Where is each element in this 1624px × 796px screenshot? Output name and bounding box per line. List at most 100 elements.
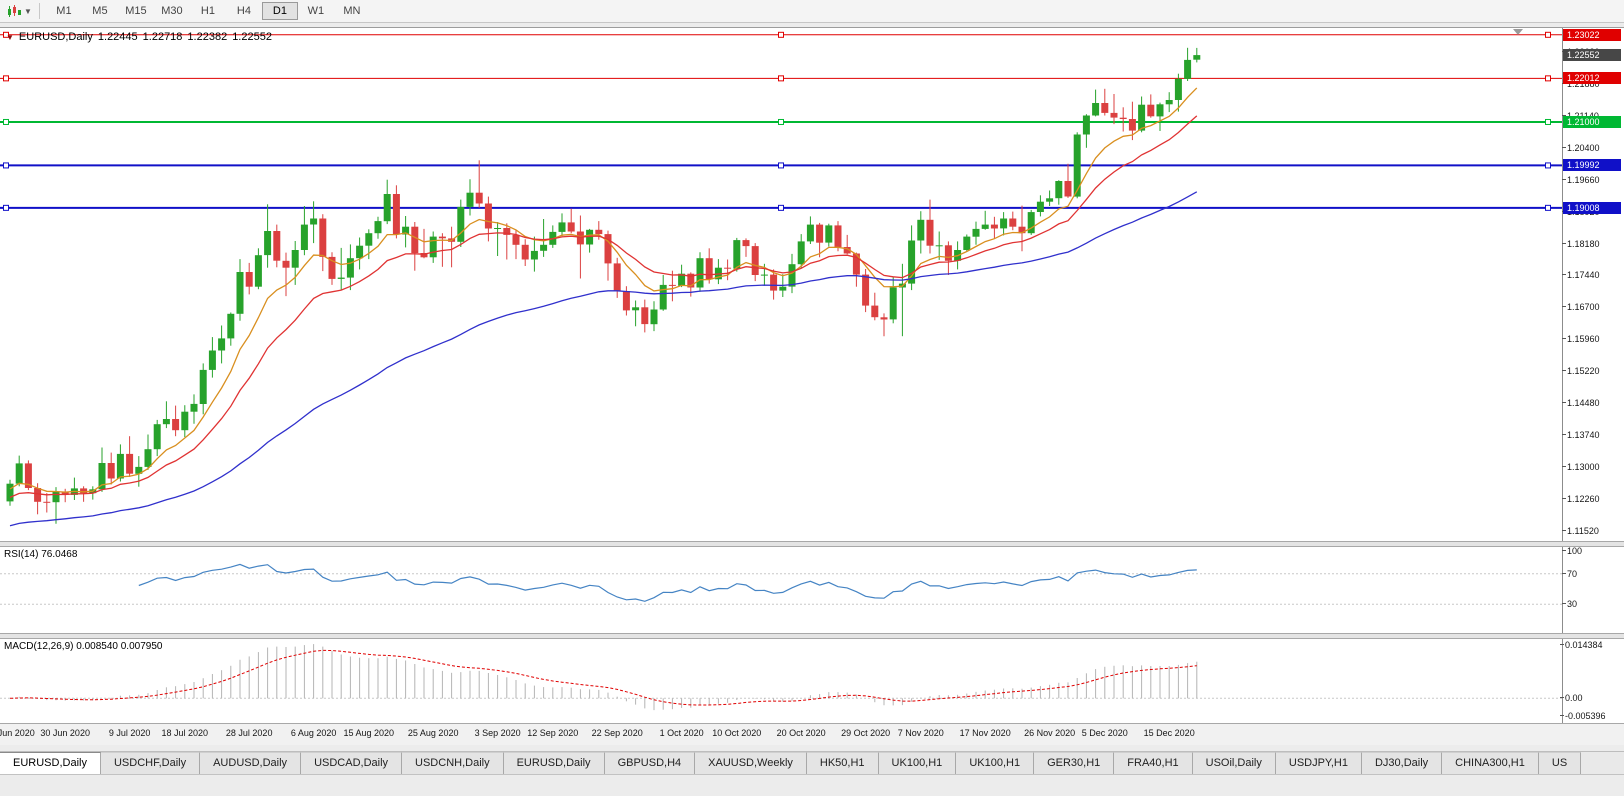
ma-mid-red bbox=[9, 115, 1198, 498]
chart-type-icon[interactable] bbox=[4, 2, 24, 20]
chart-symbol-label: EURUSD,Daily bbox=[18, 31, 93, 43]
rsi-label: RSI(14) 76.0468 bbox=[4, 549, 78, 560]
chart-tab[interactable]: EURUSD,Daily bbox=[0, 752, 101, 774]
chart-tab[interactable]: GER30,H1 bbox=[1034, 752, 1115, 774]
timeframe-button-d1[interactable]: D1 bbox=[261, 2, 298, 20]
hline-price-label: 1.22012 bbox=[1563, 72, 1621, 85]
line-handle[interactable] bbox=[1545, 31, 1551, 38]
date-tick: 7 Nov 2020 bbox=[897, 728, 944, 738]
chart-tab[interactable]: CHINA300,H1 bbox=[1442, 752, 1539, 774]
macd-panel: MACD(12,26,9) 0.008540 0.007950 0.014384… bbox=[0, 639, 1624, 723]
date-tick: 15 Dec 2020 bbox=[1143, 728, 1195, 738]
price-axis-tick: 1.13740 bbox=[1562, 429, 1600, 440]
chart-area: ▼ EURUSD,Daily 1.22445 1.22718 1.22382 1… bbox=[0, 27, 1624, 745]
price-axis-tick: 1.17440 bbox=[1562, 270, 1600, 281]
timeframe-button-m1[interactable]: M1 bbox=[56, 5, 72, 17]
rsi-chart-svg[interactable] bbox=[0, 547, 1562, 633]
date-axis[interactable]: 20 Jun 2020 30 Jun 2020 9 Jul 2020 18 Jul 2… bbox=[0, 723, 1624, 745]
timeframe-button-m30[interactable]: M30 bbox=[161, 5, 183, 17]
chart-tab[interactable]: UK100,H1 bbox=[956, 752, 1035, 774]
ohlc-close: 1.22552 bbox=[232, 31, 272, 43]
chart-tab[interactable]: XAUUSD,Weekly bbox=[695, 752, 807, 774]
chart-tab[interactable]: DJ30,Daily bbox=[1361, 752, 1443, 774]
macd-axis[interactable]: 0.014384 0.00 -0.005396 bbox=[1560, 639, 1624, 723]
panel-splitter[interactable] bbox=[0, 541, 1624, 547]
top-toolbar: ▼ M1 M5 M15 M30 H1 H4 D1 W1 MN bbox=[0, 0, 1624, 23]
timeframe-button-m15[interactable]: M15 bbox=[125, 5, 147, 17]
macd-chart-svg[interactable] bbox=[0, 639, 1562, 723]
resistance-line-lower[interactable] bbox=[0, 75, 1562, 82]
date-tick: 9 Jul 2020 bbox=[108, 728, 151, 738]
support-line-blue-2[interactable] bbox=[0, 204, 1562, 211]
macd-histogram bbox=[18, 644, 1198, 711]
timeframe-button-h4[interactable]: H4 bbox=[236, 5, 251, 17]
date-tick: 26 Nov 2020 bbox=[1024, 728, 1076, 738]
date-tick: 5 Dec 2020 bbox=[1081, 728, 1128, 738]
chart-tab[interactable]: US bbox=[1538, 752, 1582, 774]
date-tick: 30 Jun 2020 bbox=[40, 728, 90, 738]
chart-tab[interactable]: USDCHF,Daily bbox=[100, 752, 201, 774]
resistance-line-upper[interactable] bbox=[0, 31, 1562, 38]
line-handle[interactable] bbox=[3, 204, 9, 211]
line-handle[interactable] bbox=[1545, 162, 1551, 169]
chart-tab[interactable]: UK100,H1 bbox=[878, 752, 957, 774]
timeframe-button-mn[interactable]: MN bbox=[343, 5, 361, 17]
chart-tab[interactable]: USOil,Daily bbox=[1192, 752, 1276, 774]
chart-tab[interactable]: USDCAD,Daily bbox=[301, 752, 403, 774]
chart-tab-bar: EURUSD,Daily USDCHF,Daily AUDUSD,Daily USDC… bbox=[0, 752, 1624, 774]
date-tick: 15 Aug 2020 bbox=[343, 728, 395, 738]
rsi-axis-tick: 30 bbox=[1561, 599, 1578, 610]
line-handle[interactable] bbox=[778, 31, 784, 38]
timeframe-button-w1[interactable]: W1 bbox=[307, 5, 325, 17]
dropdown-caret-icon[interactable]: ▼ bbox=[24, 6, 32, 16]
current-price-label: 1.22552 bbox=[1563, 49, 1621, 62]
panel-splitter[interactable] bbox=[0, 633, 1624, 639]
timeframe-button-m5[interactable]: M5 bbox=[92, 5, 108, 17]
line-handle[interactable] bbox=[3, 162, 9, 169]
chart-tab[interactable]: HK50,H1 bbox=[806, 752, 879, 774]
line-handle[interactable] bbox=[778, 118, 784, 125]
line-handle[interactable] bbox=[3, 118, 9, 125]
line-handle[interactable] bbox=[3, 75, 9, 82]
price-axis-tick: 1.14480 bbox=[1562, 398, 1600, 409]
main-chart-svg[interactable] bbox=[0, 28, 1562, 541]
support-line-blue-1[interactable] bbox=[0, 162, 1562, 169]
line-handle[interactable] bbox=[778, 162, 784, 169]
support-line-green[interactable] bbox=[0, 118, 1562, 125]
line-handle[interactable] bbox=[778, 75, 784, 82]
line-handle[interactable] bbox=[3, 31, 9, 38]
date-tick: 6 Aug 2020 bbox=[290, 728, 337, 738]
date-tick: 10 Oct 2020 bbox=[712, 728, 762, 738]
chart-tab[interactable]: EURUSD,Daily bbox=[503, 752, 605, 774]
hline-price-label: 1.21000 bbox=[1563, 115, 1621, 128]
toolbar-separator bbox=[38, 3, 40, 19]
chart-tab-bar-wrap: EURUSD,Daily USDCHF,Daily AUDUSD,Daily USDC… bbox=[0, 751, 1624, 774]
price-axis-tick: 1.11520 bbox=[1562, 525, 1599, 536]
hline-price-label: 1.19008 bbox=[1563, 201, 1621, 214]
chart-tab[interactable]: USDJPY,H1 bbox=[1275, 752, 1362, 774]
line-handle[interactable] bbox=[1545, 118, 1551, 125]
line-handle[interactable] bbox=[778, 204, 784, 211]
chart-tab[interactable]: AUDUSD,Daily bbox=[200, 752, 302, 774]
candles-layer bbox=[6, 47, 1201, 524]
timeframe-button-h1[interactable]: H1 bbox=[200, 5, 215, 17]
symbol-marker-icon: ▼ bbox=[6, 32, 14, 42]
rsi-axis[interactable]: 100 70 30 bbox=[1561, 547, 1624, 633]
date-tick: 17 Nov 2020 bbox=[959, 728, 1011, 738]
chart-tab[interactable]: FRA40,H1 bbox=[1114, 752, 1193, 774]
price-axis-tick: 1.19660 bbox=[1562, 174, 1600, 185]
line-handle[interactable] bbox=[1545, 75, 1551, 82]
date-tick: 22 Sep 2020 bbox=[591, 728, 643, 738]
rsi-line bbox=[138, 563, 1197, 602]
chart-shift-marker-icon[interactable] bbox=[1513, 29, 1523, 35]
price-axis-tick: 1.16700 bbox=[1562, 302, 1600, 313]
price-axis[interactable]: 1.226201.218801.211401.204001.196601.189… bbox=[1562, 28, 1624, 541]
chart-tab[interactable]: GBPUSD,H4 bbox=[604, 752, 696, 774]
chart-title: ▼ EURUSD,Daily 1.22445 1.22718 1.22382 1… bbox=[6, 31, 272, 43]
chart-tab[interactable]: USDCNH,Daily bbox=[402, 752, 504, 774]
line-handle[interactable] bbox=[1545, 204, 1551, 211]
date-tick: 29 Oct 2020 bbox=[841, 728, 891, 738]
price-axis-tick: 1.20400 bbox=[1562, 142, 1600, 153]
rsi-axis-tick: 70 bbox=[1561, 568, 1578, 579]
macd-label: MACD(12,26,9) 0.008540 0.007950 bbox=[4, 641, 163, 652]
